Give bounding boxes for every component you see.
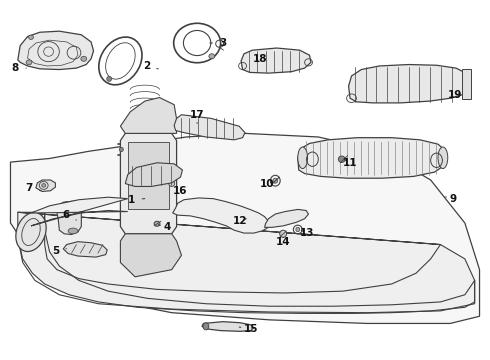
- Bar: [128, 178, 169, 209]
- Polygon shape: [125, 163, 182, 186]
- Polygon shape: [174, 115, 245, 140]
- Ellipse shape: [203, 323, 209, 330]
- Polygon shape: [57, 201, 84, 234]
- Text: 16: 16: [173, 186, 188, 197]
- Text: 13: 13: [300, 228, 315, 238]
- Ellipse shape: [42, 184, 46, 187]
- Ellipse shape: [209, 54, 215, 59]
- Text: 4: 4: [159, 222, 171, 232]
- Ellipse shape: [298, 147, 308, 168]
- Ellipse shape: [81, 56, 87, 61]
- Bar: [463, 69, 471, 99]
- Text: 2: 2: [143, 61, 158, 71]
- Text: 8: 8: [12, 63, 26, 73]
- Polygon shape: [298, 138, 446, 178]
- Polygon shape: [202, 321, 254, 331]
- Polygon shape: [10, 134, 480, 323]
- Ellipse shape: [280, 230, 287, 237]
- Ellipse shape: [26, 60, 32, 65]
- Ellipse shape: [68, 228, 78, 234]
- Polygon shape: [265, 210, 309, 227]
- Text: 1: 1: [128, 195, 145, 205]
- Polygon shape: [348, 64, 470, 103]
- Polygon shape: [121, 98, 176, 134]
- Polygon shape: [18, 31, 94, 69]
- Text: 17: 17: [190, 110, 204, 123]
- Text: 9: 9: [445, 194, 456, 204]
- Text: 11: 11: [343, 158, 357, 168]
- Text: 19: 19: [448, 90, 462, 100]
- Polygon shape: [18, 212, 475, 314]
- Ellipse shape: [338, 156, 345, 162]
- Text: 5: 5: [52, 246, 66, 256]
- Polygon shape: [121, 234, 181, 277]
- Text: 7: 7: [25, 183, 41, 193]
- Text: 12: 12: [233, 216, 247, 226]
- Polygon shape: [63, 242, 107, 257]
- Ellipse shape: [28, 35, 33, 40]
- Ellipse shape: [107, 76, 112, 81]
- Text: 3: 3: [210, 38, 227, 48]
- Polygon shape: [172, 198, 269, 233]
- Ellipse shape: [16, 212, 46, 252]
- Ellipse shape: [248, 214, 252, 218]
- Text: 15: 15: [239, 324, 258, 334]
- Polygon shape: [31, 197, 128, 226]
- Bar: [128, 142, 169, 173]
- Ellipse shape: [169, 181, 174, 186]
- Ellipse shape: [120, 147, 123, 152]
- Ellipse shape: [296, 227, 300, 231]
- Text: 14: 14: [276, 237, 291, 247]
- Ellipse shape: [154, 221, 160, 226]
- Text: 10: 10: [260, 179, 274, 189]
- Ellipse shape: [63, 202, 73, 207]
- Polygon shape: [36, 180, 55, 192]
- Ellipse shape: [273, 178, 278, 183]
- Ellipse shape: [438, 147, 448, 168]
- Polygon shape: [121, 134, 176, 234]
- Text: 18: 18: [252, 54, 267, 64]
- Polygon shape: [241, 48, 311, 73]
- Text: 6: 6: [62, 210, 76, 220]
